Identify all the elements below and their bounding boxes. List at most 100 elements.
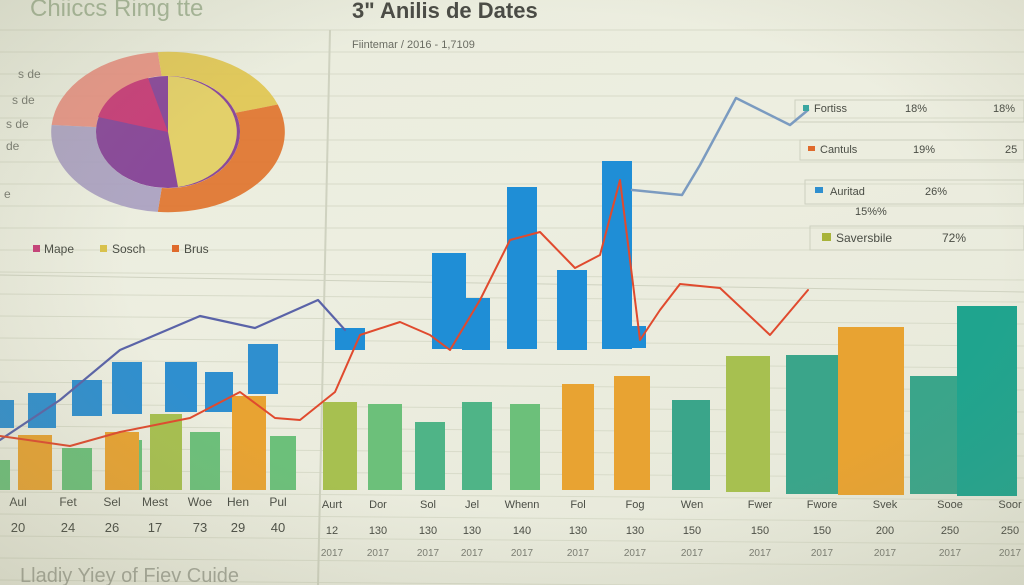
x-tick-label: Wen: [681, 499, 703, 511]
grid-line: [0, 491, 1024, 501]
bar: [190, 432, 220, 490]
subtitle: Fiintemar / 2016 - 1,7109: [352, 39, 475, 51]
x-tick-label: Pul: [269, 495, 286, 509]
table-row: [794, 99, 1024, 123]
table-row: [804, 179, 1024, 205]
table-swatch-auritad: [815, 187, 823, 193]
x-tick-number: 73: [193, 520, 207, 535]
line-series: [630, 96, 810, 197]
bar: [672, 400, 710, 490]
x-tick-number: 130: [419, 525, 437, 537]
bar: [0, 460, 10, 490]
table-cell: 19%: [913, 144, 935, 156]
pie-side-label: e: [4, 187, 11, 201]
x-tick-number: 130: [463, 525, 481, 537]
x-tick-label: Sol: [420, 499, 436, 511]
bar: [614, 376, 650, 490]
legend-label-sosch: Sosch: [112, 242, 145, 256]
bar: [323, 402, 357, 490]
x-tick-year: 2017: [321, 548, 344, 559]
x-tick-number: 150: [683, 525, 701, 537]
bar: [112, 362, 142, 414]
x-tick-number: 26: [105, 520, 119, 535]
x-tick-number: 130: [569, 525, 587, 537]
table-cell: 25: [1005, 144, 1017, 156]
left-title: Chiiccs Rimg tte: [30, 0, 203, 22]
table-label-auritad: Auritad: [830, 186, 865, 198]
legend-swatch-mape: [33, 245, 40, 252]
x-tick-year: 2017: [999, 548, 1022, 559]
grid-line: [0, 557, 1024, 567]
line-series: [0, 298, 347, 442]
x-tick-label: Fol: [570, 499, 585, 511]
table-row: [799, 139, 1024, 161]
legend-label-mape: Mape: [44, 242, 74, 256]
bar: [510, 404, 540, 490]
x-tick-number: 29: [231, 520, 245, 535]
pie-slice: [98, 78, 168, 132]
table-cell: 26%: [925, 186, 947, 198]
x-tick-year: 2017: [567, 548, 590, 559]
table-row: [809, 225, 1024, 251]
bar: [368, 404, 402, 490]
bar: [838, 327, 904, 495]
bar: [150, 414, 182, 490]
x-tick-year: 2017: [811, 548, 834, 559]
axis-labels: Aul 20 Fet 24 Sel 26 Mest 17 Woe 73 Hen 29 Pul 40 Aurt…: [9, 495, 1022, 559]
x-tick-number: 140: [513, 525, 531, 537]
line-series: [0, 179, 809, 447]
x-tick-number: 12: [326, 525, 338, 537]
bar: [248, 344, 278, 394]
bar: [62, 448, 92, 490]
x-tick-number: 150: [813, 525, 831, 537]
bar: [335, 328, 365, 350]
bar: [28, 393, 56, 428]
bar: [507, 187, 537, 349]
x-tick-label: Mest: [142, 495, 169, 509]
x-tick-number: 250: [941, 525, 959, 537]
x-tick-label: Sel: [103, 495, 120, 509]
pie-side-label: s de: [18, 67, 41, 81]
bar: [462, 402, 492, 490]
x-tick-year: 2017: [417, 548, 440, 559]
x-tick-label: Jel: [465, 499, 479, 511]
x-tick-year: 2017: [624, 548, 647, 559]
x-tick-label: Fwore: [807, 499, 838, 511]
x-tick-label: Whenn: [505, 499, 540, 511]
x-tick-label: Aurt: [322, 499, 342, 511]
pie-slice: [51, 125, 162, 212]
x-tick-year: 2017: [367, 548, 390, 559]
pie-slice: [168, 76, 237, 187]
table-cell: 72%: [942, 231, 966, 245]
bar: [562, 384, 594, 490]
bar: [232, 396, 266, 490]
x-tick-label: Fog: [626, 499, 645, 511]
x-tick-number: 130: [626, 525, 644, 537]
table-cell: 15%%: [855, 206, 887, 218]
main-title: 3" Anilis de Dates: [352, 0, 538, 23]
pie-side-label: s de: [6, 117, 29, 131]
x-tick-number: 250: [1001, 525, 1019, 537]
bar: [165, 362, 197, 412]
pie-slice: [157, 51, 278, 113]
x-tick-number: 130: [369, 525, 387, 537]
table-cell: 18%: [993, 103, 1015, 115]
table-label-fortiss: Fortiss: [814, 103, 848, 115]
table-cell: 18%: [905, 103, 927, 115]
x-tick-year: 2017: [461, 548, 484, 559]
bar: [205, 372, 233, 412]
bar: [415, 422, 445, 490]
bar: [18, 435, 52, 490]
x-tick-label: Aul: [9, 495, 26, 509]
pie-side-label: de: [6, 139, 20, 153]
legend-label-brus: Brus: [184, 242, 209, 256]
bar: [105, 432, 139, 490]
pie-side-label: s de: [12, 93, 35, 107]
pie-slice: [157, 104, 285, 213]
bar: [957, 306, 1017, 496]
x-tick-label: Fet: [59, 495, 77, 509]
footer-caption: Lladiy Yiey of Fiev Cuide: [20, 565, 239, 585]
bar: [786, 355, 838, 494]
